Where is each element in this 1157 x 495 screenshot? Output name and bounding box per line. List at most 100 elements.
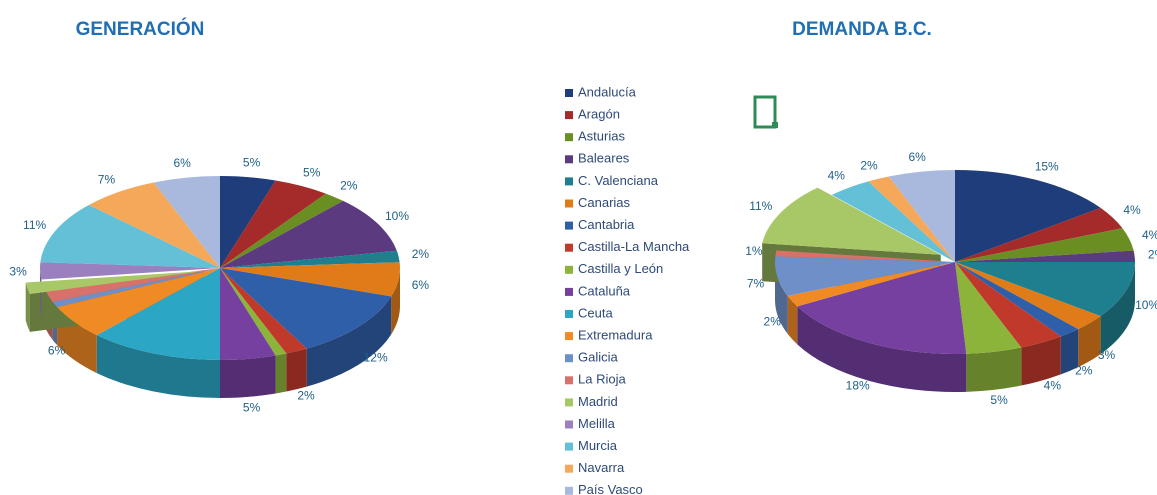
slice [153, 176, 220, 268]
slice [96, 268, 220, 360]
legend-swatch [565, 243, 573, 252]
data-label: 3% [9, 265, 27, 279]
legend-label: Ceuta [578, 305, 613, 320]
data-label: 2% [764, 315, 782, 329]
slice [220, 180, 326, 268]
legend-label: Baleares [578, 151, 630, 166]
slice-side [1060, 329, 1079, 375]
legend-swatch [565, 464, 573, 473]
tops [762, 170, 1135, 354]
data-label: 2% [1075, 364, 1093, 378]
slice [955, 262, 1061, 348]
legend-label: Castilla y León [578, 261, 663, 276]
legend-label: Madrid [578, 394, 618, 409]
data-label: 10% [385, 209, 409, 223]
data-label: 5% [303, 166, 321, 180]
legend-label: Cataluña [578, 283, 631, 298]
legend-swatch [565, 89, 573, 97]
data-label: 2% [340, 178, 358, 192]
slice [888, 170, 955, 262]
data-label: 15% [1035, 160, 1059, 174]
slice-side [1021, 336, 1061, 386]
labels: 5% 5% 2% 10% 2% 6% 12% 2% 5% 6% 3% 11% 7% 6% [9, 155, 429, 414]
data-label: 7% [747, 276, 765, 290]
slice [220, 268, 392, 349]
chart-title: GENERACIÓN [76, 18, 205, 40]
data-label: 2% [1148, 248, 1157, 262]
slice [955, 228, 1134, 262]
legend-label: Andalucía [578, 84, 637, 99]
data-label: 11% [23, 218, 46, 232]
slice [762, 187, 941, 255]
slice [774, 256, 955, 296]
data-label: 2% [297, 389, 315, 403]
slice [220, 268, 307, 354]
slice [40, 205, 220, 268]
slice [220, 250, 400, 268]
legend-swatch [565, 486, 573, 495]
data-label: 2% [412, 247, 430, 261]
slice-side [306, 296, 392, 387]
slice-side [1078, 316, 1101, 368]
slice [220, 268, 287, 356]
data-label: 1% [745, 244, 763, 258]
legend-swatch [565, 155, 573, 164]
icon [753, 95, 777, 129]
data-label: 18% [846, 379, 870, 393]
legend-label: Galicia [578, 350, 619, 365]
legend-swatch [565, 287, 573, 296]
slice [57, 268, 220, 336]
legend-swatch [565, 111, 573, 120]
tops [25, 176, 400, 360]
slice [955, 207, 1123, 262]
slice [220, 262, 400, 297]
slice-side [275, 353, 287, 394]
slice-side [1100, 262, 1135, 355]
slice-side [96, 335, 220, 398]
data-label: 7% [98, 173, 116, 187]
slice-side [966, 347, 1022, 392]
legend-swatch [565, 398, 573, 407]
data-label: 5% [243, 155, 261, 169]
slice [955, 262, 1022, 354]
slice [797, 262, 967, 354]
slice [25, 270, 205, 294]
slice-side [220, 355, 276, 398]
slice [955, 262, 1079, 337]
legend-swatch [565, 221, 573, 230]
legend-label: Aragón [578, 107, 620, 122]
slice [831, 181, 955, 262]
data-label: 10% [1135, 298, 1157, 312]
slice [220, 200, 397, 268]
slice-side [286, 348, 307, 392]
data-label: 12% [364, 351, 388, 365]
data-label: 4% [828, 168, 846, 182]
data-label: 11% [749, 199, 772, 213]
legend-label: Murcia [578, 438, 618, 453]
legend-swatch [565, 199, 573, 208]
slice [955, 262, 1135, 317]
data-label: 5% [990, 393, 1008, 407]
legend-label: Canarias [578, 195, 631, 210]
slice [45, 268, 220, 302]
slice-side [40, 268, 42, 318]
labels: 15%4%4%2%10%3%2%4%5%18%2%7%1%11%4%2%6% [745, 150, 1157, 407]
legend-label: Extremadura [578, 328, 653, 343]
slice [39, 262, 220, 280]
slice [220, 268, 276, 360]
legend-swatch [565, 265, 573, 274]
legend-swatch [565, 376, 573, 385]
legend-label: Cantabria [578, 217, 635, 232]
data-label: 4% [1142, 228, 1157, 242]
data-label: 3% [1098, 348, 1116, 362]
data-label: 2% [860, 158, 878, 172]
slice-side [787, 295, 798, 345]
legend-swatch [565, 133, 573, 142]
legend-swatch [565, 177, 573, 186]
legend-label: Asturias [578, 129, 625, 144]
slice [868, 176, 955, 262]
data-label: 6% [412, 278, 430, 292]
chart-title: DEMANDA B.C. [792, 19, 932, 40]
data-label: 5% [243, 400, 261, 414]
